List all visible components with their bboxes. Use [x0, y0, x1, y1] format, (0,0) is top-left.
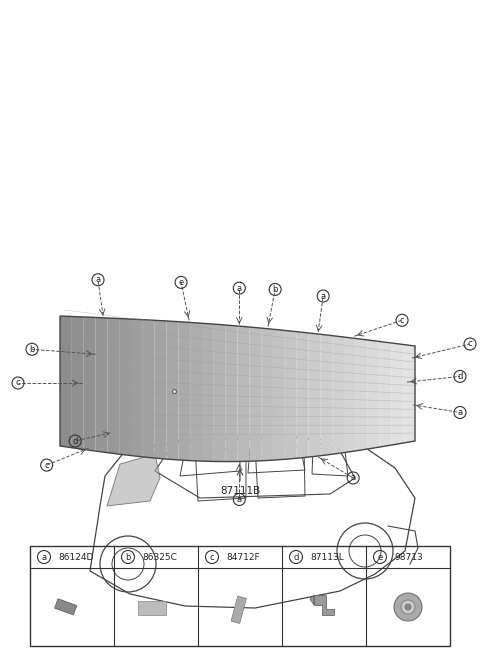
Bar [138, 601, 166, 615]
Text: d: d [293, 552, 299, 562]
FancyBboxPatch shape [55, 599, 77, 615]
Text: 86124D: 86124D [58, 552, 94, 562]
Text: a: a [237, 283, 242, 293]
Text: d: d [457, 372, 463, 381]
Text: c: c [44, 461, 49, 470]
Polygon shape [60, 316, 72, 447]
Polygon shape [320, 334, 332, 456]
Text: b: b [125, 552, 131, 562]
Polygon shape [107, 454, 160, 506]
Polygon shape [380, 341, 391, 447]
Polygon shape [273, 329, 285, 461]
FancyBboxPatch shape [231, 596, 246, 623]
Text: e: e [377, 552, 383, 562]
Polygon shape [297, 332, 309, 459]
Polygon shape [214, 324, 226, 462]
Circle shape [405, 604, 411, 610]
Polygon shape [226, 325, 238, 462]
Polygon shape [391, 343, 403, 445]
Text: c: c [16, 379, 20, 388]
Polygon shape [143, 319, 155, 458]
Text: a: a [457, 408, 463, 417]
Polygon shape [310, 595, 314, 605]
Text: b: b [273, 285, 278, 294]
Polygon shape [261, 328, 273, 461]
Text: b: b [29, 345, 35, 354]
Polygon shape [119, 318, 131, 455]
Text: c: c [468, 340, 472, 348]
Polygon shape [403, 344, 415, 443]
Polygon shape [84, 317, 96, 451]
Polygon shape [314, 595, 334, 615]
Polygon shape [96, 318, 108, 453]
Text: 98713: 98713 [394, 552, 423, 562]
Text: 87111B: 87111B [220, 487, 260, 497]
Text: a: a [41, 552, 47, 562]
Text: 87113L: 87113L [310, 552, 344, 562]
Polygon shape [167, 321, 179, 460]
Polygon shape [238, 326, 249, 462]
Polygon shape [179, 321, 190, 461]
Polygon shape [190, 322, 202, 461]
Polygon shape [332, 335, 344, 455]
Polygon shape [155, 320, 167, 459]
Polygon shape [249, 327, 261, 461]
Polygon shape [344, 337, 356, 453]
Text: a: a [350, 474, 356, 482]
Polygon shape [131, 319, 143, 457]
Polygon shape [356, 338, 368, 451]
Text: e: e [179, 278, 184, 287]
Text: a: a [96, 276, 101, 284]
Text: a: a [237, 495, 242, 504]
Circle shape [401, 600, 415, 614]
Polygon shape [285, 330, 297, 459]
Text: d: d [72, 436, 78, 445]
Polygon shape [368, 340, 380, 449]
Text: c: c [210, 552, 214, 562]
Text: a: a [321, 291, 326, 300]
Circle shape [394, 593, 422, 621]
Polygon shape [309, 333, 320, 457]
Polygon shape [202, 323, 214, 461]
Polygon shape [72, 316, 84, 449]
Text: 84712F: 84712F [226, 552, 260, 562]
Text: c: c [400, 316, 404, 325]
Polygon shape [108, 318, 119, 454]
Text: 86325C: 86325C [142, 552, 177, 562]
